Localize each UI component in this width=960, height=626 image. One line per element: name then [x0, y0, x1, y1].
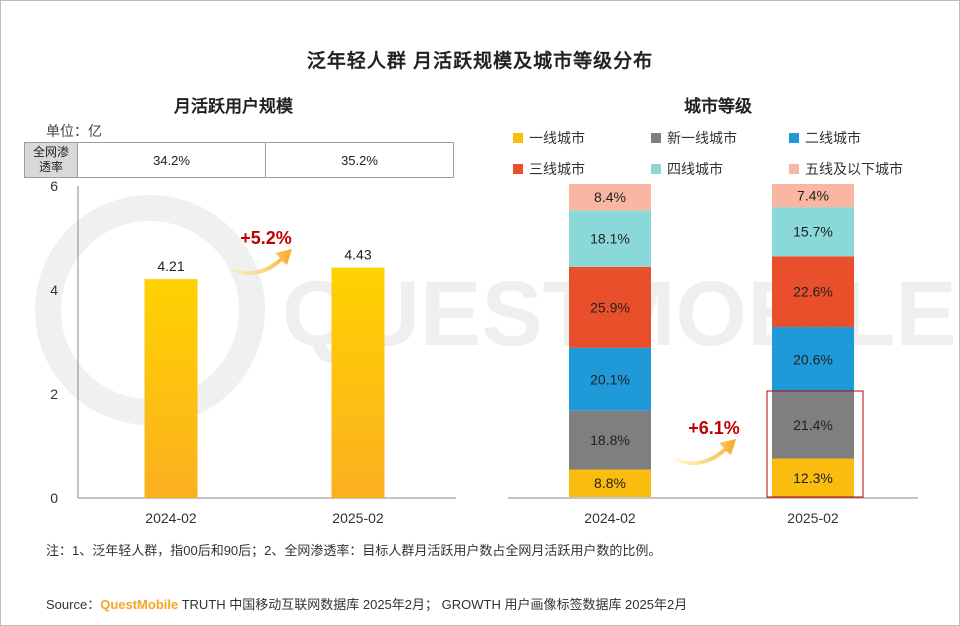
segment-value-label: 15.7% [793, 224, 833, 240]
right-growth-label: +6.1% [688, 418, 740, 438]
page-title: 泛年轻人群 月活跃规模及城市等级分布 [306, 51, 654, 72]
highlight-box [766, 390, 864, 498]
left-growth-label: +5.2% [240, 228, 292, 248]
legend-label: 四线城市 [667, 161, 723, 177]
right-growth-arrow [676, 439, 736, 466]
legend-swatch [789, 133, 799, 143]
left-chart-title: 月活跃用户规模 [174, 97, 293, 116]
footnote: 注：1、泛年轻人群，指00后和90后；2、全网渗透率：目标人群月活跃用户数占全网… [46, 543, 662, 558]
stack-segment [772, 256, 854, 328]
bar [144, 279, 198, 498]
right-legend: 一线城市 新一线城市 二线城市三线城市 四线城市 五线及以下城市 [513, 128, 943, 179]
stack-segment [569, 410, 651, 470]
segment-value-label: 20.1% [590, 371, 630, 387]
penetration-header-text: 全网渗透率 [33, 145, 70, 174]
penetration-cell: 34.2% [77, 142, 266, 178]
x-tick-label: 2025-02 [787, 510, 839, 526]
stack-segment [569, 210, 651, 267]
unit-label: 单位：亿 [46, 123, 102, 139]
penetration-table: 全网渗透率 34.2% 35.2% [24, 142, 454, 178]
segment-value-label: 20.6% [793, 351, 833, 367]
legend-label: 五线及以下城市 [805, 161, 903, 177]
legend-item: 五线及以下城市 [789, 159, 943, 179]
legend-label: 三线城市 [529, 161, 585, 177]
segment-value-label: 18.1% [590, 231, 630, 247]
segment-value-label: 18.8% [590, 432, 630, 448]
x-tick-label: 2025-02 [332, 510, 384, 526]
stack-segment [772, 207, 854, 257]
stack-segment [772, 458, 854, 497]
bar [331, 267, 385, 498]
stack-segment [772, 184, 854, 208]
source-line: Source：QuestMobile TRUTH 中国移动互联网数据库 2025… [46, 594, 687, 613]
legend-swatch [651, 133, 661, 143]
legend-item: 新一线城市 [651, 128, 789, 148]
segment-value-label: 12.3% [793, 470, 833, 486]
legend-label: 一线城市 [529, 130, 585, 146]
segment-value-label: 25.9% [590, 299, 630, 315]
legend-item: 一线城市 [513, 128, 651, 148]
stack-segment [569, 266, 651, 348]
right-chart: 8.8% 18.8% 20.1% 25.9% 18.1% 8.4% 2024-02 12.3%… [508, 184, 918, 526]
left-growth-arrow [232, 249, 292, 276]
y-tick-label: 2 [50, 386, 58, 402]
legend-item: 四线城市 [651, 159, 789, 179]
segment-value-label: 22.6% [793, 284, 833, 300]
stack-segment [569, 469, 651, 497]
legend-swatch [651, 164, 661, 174]
legend-swatch [789, 164, 799, 174]
growth-arrow-icon [676, 439, 736, 466]
y-tick-label: 0 [50, 490, 58, 506]
x-tick-label: 2024-02 [145, 510, 197, 526]
source-brand: QuestMobile [100, 597, 179, 612]
source-prefix: Source： [46, 597, 101, 612]
growth-arrow-icon [232, 249, 292, 276]
bar-value-label: 4.43 [344, 247, 371, 263]
legend-item: 二线城市 [789, 128, 943, 148]
stack-segment [772, 391, 854, 459]
stack-segment [569, 184, 651, 211]
x-tick-label: 2024-02 [584, 510, 636, 526]
legend-swatch [513, 133, 523, 143]
source-rest: TRUTH 中国移动互联网数据库 2025年2月； GROWTH 用户画像标签数… [178, 597, 688, 612]
y-tick-label: 4 [50, 282, 58, 298]
legend-item: 三线城市 [513, 159, 651, 179]
penetration-header: 全网渗透率 [24, 142, 78, 178]
left-chart: 0 2 4 6 4.21 2024-02 4.43 2025-02 +5.2% [50, 178, 456, 526]
legend-label: 二线城市 [805, 130, 861, 146]
right-chart-title: 城市等级 [684, 97, 752, 116]
segment-value-label: 8.8% [594, 475, 626, 491]
penetration-cell: 35.2% [265, 142, 454, 178]
segment-value-label: 7.4% [797, 188, 829, 204]
legend-label: 新一线城市 [667, 130, 737, 146]
legend-swatch [513, 164, 523, 174]
stack-segment [772, 327, 854, 392]
stack-segment [569, 347, 651, 411]
segment-value-label: 21.4% [793, 417, 833, 433]
bar-value-label: 4.21 [157, 258, 184, 274]
segment-value-label: 8.4% [594, 189, 626, 205]
y-tick-label: 6 [50, 178, 58, 194]
